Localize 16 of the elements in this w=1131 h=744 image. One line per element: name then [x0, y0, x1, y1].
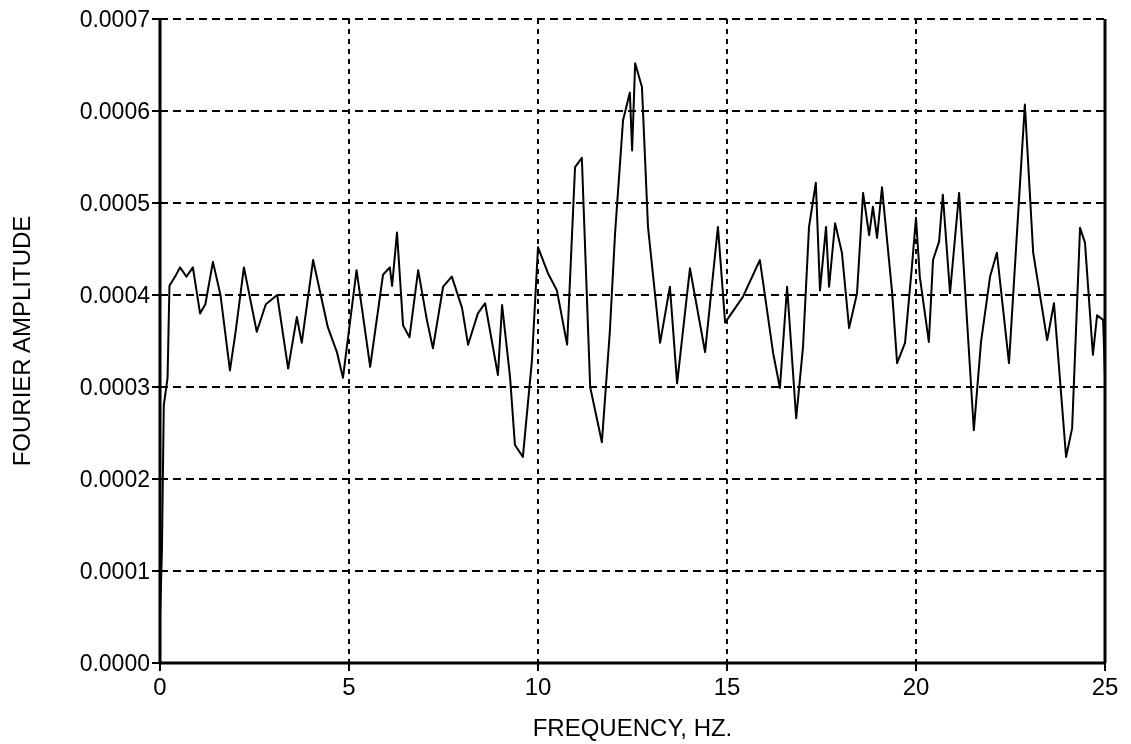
y-tick-label: 0.0005	[79, 190, 150, 216]
y-tick-label: 0.0007	[79, 6, 150, 32]
y-tick-label: 0.0004	[79, 282, 151, 308]
x-tick-label: 5	[342, 673, 356, 700]
x-tick-label: 0	[153, 673, 167, 700]
x-tick-label: 10	[524, 673, 552, 700]
x-axis-title: FREQUENCY, HZ.	[532, 714, 733, 741]
y-tick-label: 0.0001	[79, 558, 150, 584]
y-tick-label: 0.0006	[79, 98, 150, 124]
y-tick-label: 0.0000	[79, 650, 150, 676]
x-tick-label: 15	[713, 673, 741, 700]
y-axis-title: FOURIER AMPLITUDE	[8, 215, 35, 467]
x-tick-label: 25	[1091, 673, 1119, 700]
x-tick-label: 20	[902, 673, 930, 700]
y-tick-label: 0.0002	[79, 466, 150, 492]
y-tick-label: 0.0003	[79, 374, 150, 400]
